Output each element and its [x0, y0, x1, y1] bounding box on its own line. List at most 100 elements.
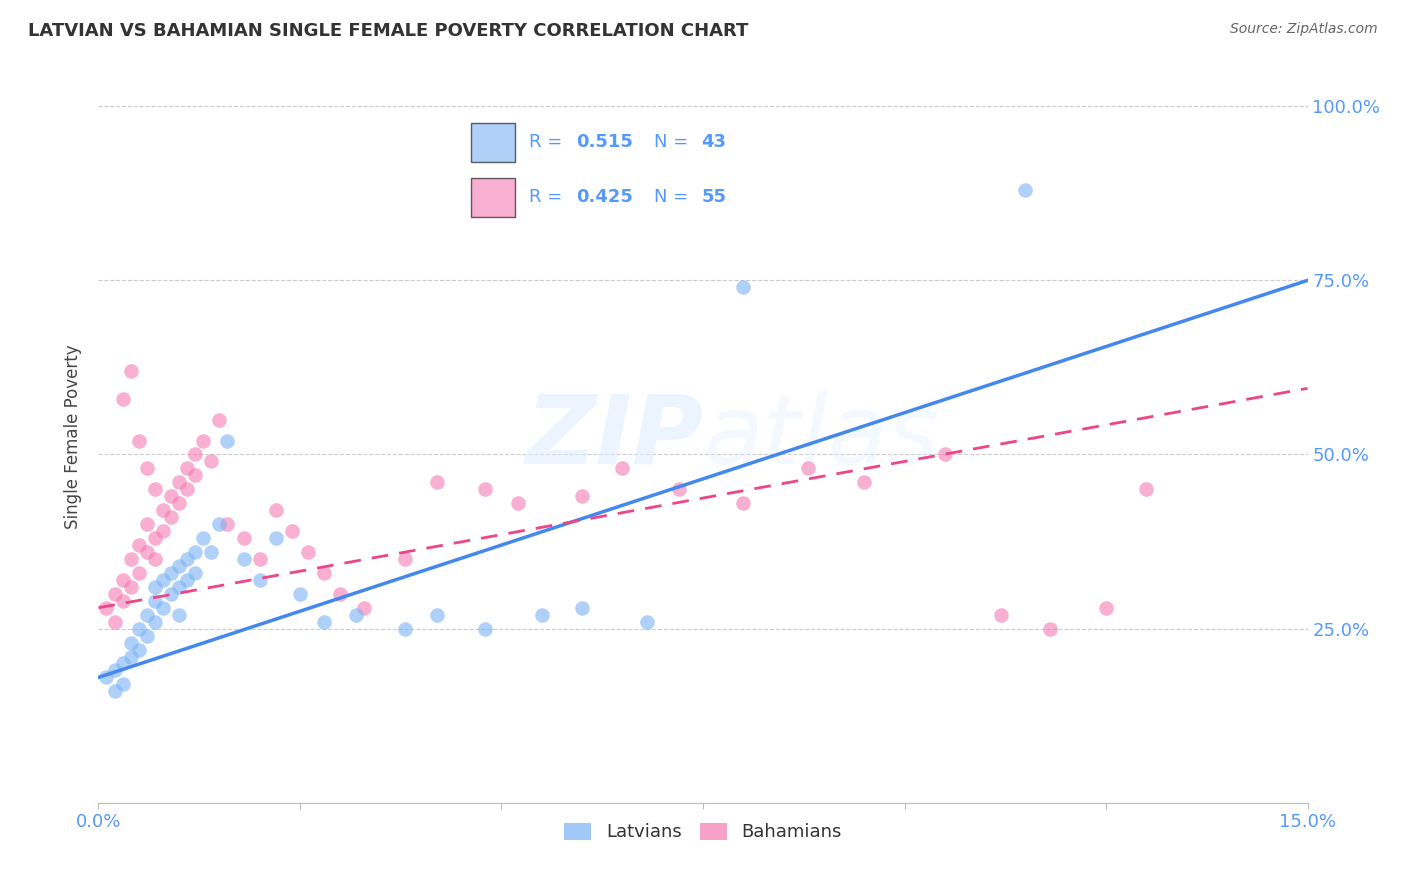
Point	[506, 496, 529, 510]
Point	[217, 434, 239, 448]
Legend: Latvians, Bahamians: Latvians, Bahamians	[557, 815, 849, 848]
Point	[176, 552, 198, 566]
Point	[160, 566, 183, 580]
Point	[167, 475, 190, 490]
Point	[232, 552, 254, 566]
Point	[103, 615, 125, 629]
Point	[103, 587, 125, 601]
Point	[1014, 183, 1036, 197]
Point	[1039, 622, 1062, 636]
Point	[394, 622, 416, 636]
Point	[111, 392, 134, 406]
Point	[120, 649, 142, 664]
Point	[208, 517, 231, 532]
Point	[135, 517, 157, 532]
Point	[314, 615, 336, 629]
Point	[152, 503, 174, 517]
Point	[314, 566, 336, 580]
Point	[160, 489, 183, 503]
Point	[128, 566, 150, 580]
Point	[135, 461, 157, 475]
Point	[184, 448, 207, 462]
Point	[571, 600, 593, 615]
Point	[636, 615, 658, 629]
Point	[135, 629, 157, 643]
Point	[426, 475, 449, 490]
Y-axis label: Single Female Poverty: Single Female Poverty	[65, 345, 83, 529]
Point	[167, 558, 190, 573]
Point	[111, 573, 134, 587]
Point	[128, 538, 150, 552]
Point	[193, 434, 215, 448]
Point	[264, 531, 287, 545]
Point	[120, 580, 142, 594]
Point	[200, 454, 222, 468]
Point	[111, 594, 134, 608]
Point	[143, 531, 166, 545]
Point	[1095, 600, 1118, 615]
Point	[329, 587, 352, 601]
Point	[264, 503, 287, 517]
Point	[128, 622, 150, 636]
Text: atlas: atlas	[703, 391, 938, 483]
Point	[797, 461, 820, 475]
Point	[344, 607, 367, 622]
Point	[281, 524, 304, 538]
Point	[668, 483, 690, 497]
Point	[120, 364, 142, 378]
Point	[96, 670, 118, 684]
Point	[474, 483, 496, 497]
Point	[249, 552, 271, 566]
Point	[143, 580, 166, 594]
Point	[249, 573, 271, 587]
Point	[143, 615, 166, 629]
Point	[184, 566, 207, 580]
Point	[152, 524, 174, 538]
Point	[143, 483, 166, 497]
Point	[167, 496, 190, 510]
Point	[184, 468, 207, 483]
Text: Source: ZipAtlas.com: Source: ZipAtlas.com	[1230, 22, 1378, 37]
Point	[135, 545, 157, 559]
Point	[208, 412, 231, 426]
Point	[571, 489, 593, 503]
Point	[394, 552, 416, 566]
Point	[733, 496, 755, 510]
Text: LATVIAN VS BAHAMIAN SINGLE FEMALE POVERTY CORRELATION CHART: LATVIAN VS BAHAMIAN SINGLE FEMALE POVERT…	[28, 22, 748, 40]
Point	[288, 587, 311, 601]
Point	[990, 607, 1012, 622]
Point	[176, 461, 198, 475]
Point	[143, 552, 166, 566]
Point	[193, 531, 215, 545]
Point	[297, 545, 319, 559]
Point	[1135, 483, 1157, 497]
Point	[934, 448, 956, 462]
Point	[167, 580, 190, 594]
Point	[128, 642, 150, 657]
Point	[530, 607, 553, 622]
Point	[135, 607, 157, 622]
Point	[426, 607, 449, 622]
Point	[176, 573, 198, 587]
Point	[184, 545, 207, 559]
Point	[232, 531, 254, 545]
Point	[96, 600, 118, 615]
Point	[111, 657, 134, 671]
Point	[103, 684, 125, 698]
Point	[120, 552, 142, 566]
Point	[143, 594, 166, 608]
Point	[103, 664, 125, 678]
Point	[160, 587, 183, 601]
Point	[733, 280, 755, 294]
Point	[167, 607, 190, 622]
Point	[128, 434, 150, 448]
Point	[152, 600, 174, 615]
Point	[120, 635, 142, 649]
Point	[853, 475, 876, 490]
Point	[612, 461, 634, 475]
Point	[176, 483, 198, 497]
Point	[111, 677, 134, 691]
Point	[160, 510, 183, 524]
Point	[353, 600, 375, 615]
Point	[152, 573, 174, 587]
